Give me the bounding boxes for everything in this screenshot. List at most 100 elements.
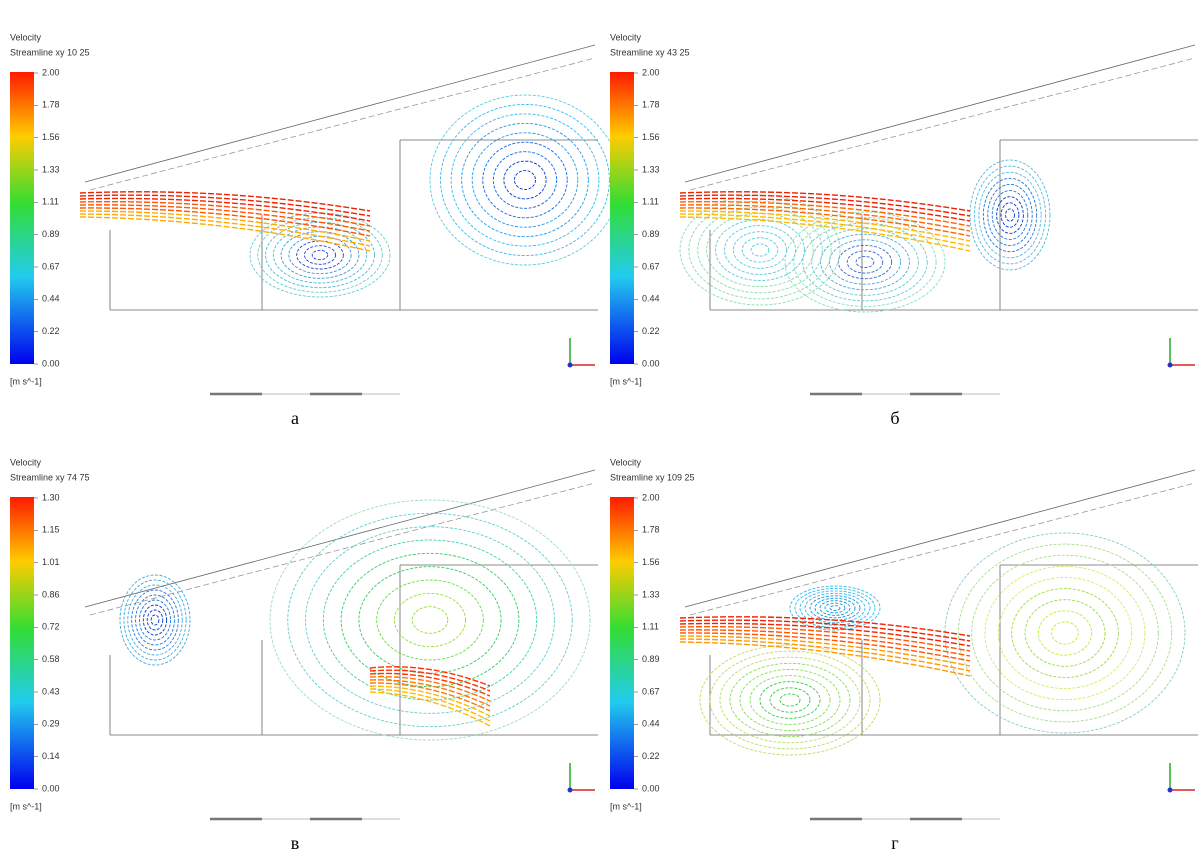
panel-title: Velocity xyxy=(610,457,642,467)
jet-streamline xyxy=(369,672,491,697)
streamline xyxy=(305,526,555,714)
panel-title: Velocity xyxy=(610,32,642,42)
color-bar-label: 1.33 xyxy=(642,589,660,599)
color-bar-label: 0.29 xyxy=(42,719,60,729)
streamline xyxy=(688,200,832,300)
color-bar-label: 0.22 xyxy=(42,326,60,336)
color-bar-label: 0.67 xyxy=(42,261,60,271)
unit-label: [m s^-1] xyxy=(10,376,42,386)
streamline xyxy=(287,512,573,728)
jet-streamline xyxy=(679,616,971,637)
jet-streamline xyxy=(679,641,971,677)
jet-streamline xyxy=(79,201,371,227)
streamline xyxy=(697,206,823,294)
streamline xyxy=(779,693,801,707)
jet-streamline xyxy=(369,666,491,687)
streamline xyxy=(709,650,871,750)
color-bar-label: 0.67 xyxy=(642,686,660,696)
color-bar-label: 2.00 xyxy=(642,67,660,77)
streamline xyxy=(991,190,1029,240)
jet-streamline xyxy=(679,638,971,672)
unit-label: [m s^-1] xyxy=(10,801,42,811)
domain-outline xyxy=(84,44,598,311)
streamline xyxy=(131,589,179,651)
jet-streamline xyxy=(369,685,491,717)
jet-streamline xyxy=(79,207,371,237)
jet-streamline xyxy=(679,207,971,237)
color-bar-label: 1.01 xyxy=(42,557,60,567)
streamline xyxy=(794,587,876,629)
color-bar-label: 1.11 xyxy=(642,622,659,632)
streamline xyxy=(729,662,851,738)
panel-subtitle: Streamline xy 43 25 xyxy=(610,47,690,57)
streamline xyxy=(376,579,484,661)
color-bar-label: 1.33 xyxy=(642,164,660,174)
panel-subtitle: Streamline xy 74 75 xyxy=(10,472,90,482)
streamline xyxy=(997,576,1133,690)
streamline xyxy=(749,675,831,725)
streamline xyxy=(127,584,183,656)
jet-streamline xyxy=(369,679,491,707)
color-bar-label: 0.89 xyxy=(42,229,60,239)
panel-title: Velocity xyxy=(10,457,42,467)
panel: 2.00 1.78 1.56 1.33 1.11 0.89 0.67 0.44 0.22 0.00… xyxy=(610,32,1198,428)
color-bar-label: 1.78 xyxy=(642,525,660,535)
streamline xyxy=(969,159,1051,271)
jet-streamline xyxy=(79,213,371,247)
streamline xyxy=(784,211,946,313)
streamline xyxy=(450,113,600,247)
streamline xyxy=(984,565,1146,701)
color-bar xyxy=(610,72,634,364)
streamline xyxy=(135,594,175,646)
domain-dash xyxy=(689,57,1196,191)
color-bar xyxy=(10,72,34,364)
color-bar-label: 1.78 xyxy=(42,100,60,110)
streamline xyxy=(269,499,591,741)
panel: 2.00 1.78 1.56 1.33 1.11 0.89 0.67 0.44 0.22 0.00… xyxy=(10,32,621,428)
streamline xyxy=(732,231,788,269)
streamline xyxy=(719,656,861,744)
triad-origin xyxy=(567,787,573,793)
color-bar-label: 0.89 xyxy=(642,229,660,239)
unit-label: [m s^-1] xyxy=(610,801,642,811)
color-bar xyxy=(610,497,634,789)
caption: б xyxy=(890,408,899,428)
jet-streamline xyxy=(79,216,371,252)
jet-streamline xyxy=(79,204,371,232)
jet-streamline xyxy=(679,626,971,652)
color-bar-label: 0.86 xyxy=(42,589,60,599)
streamline xyxy=(1011,588,1119,678)
color-bar-label: 0.89 xyxy=(642,654,660,664)
streamline xyxy=(739,668,841,732)
jet-streamline xyxy=(79,197,371,222)
streamline xyxy=(482,141,568,219)
streamline xyxy=(150,614,160,626)
jet-streamline xyxy=(369,682,491,712)
color-bar-label: 0.44 xyxy=(42,294,60,304)
streamline xyxy=(759,681,821,719)
streamline xyxy=(280,231,360,279)
color-bar-label: 0.58 xyxy=(42,654,60,664)
jet-streamline xyxy=(679,619,971,642)
streamline xyxy=(513,170,537,190)
color-bar xyxy=(10,497,34,789)
jet-streamline xyxy=(679,197,971,222)
streamline xyxy=(819,600,851,616)
color-bar-label: 1.56 xyxy=(642,557,660,567)
color-bar-label: 0.14 xyxy=(42,751,60,761)
streamline xyxy=(1000,202,1020,228)
streamline xyxy=(824,602,846,614)
color-bar-label: 1.33 xyxy=(42,164,60,174)
jet-streamline xyxy=(79,210,371,242)
unit-label: [m s^-1] xyxy=(610,376,642,386)
panel-title: Velocity xyxy=(10,32,42,42)
domain-dash xyxy=(89,57,596,191)
streamline xyxy=(340,552,520,688)
color-bar-label: 0.72 xyxy=(42,622,60,632)
streamline xyxy=(846,250,884,274)
streamline xyxy=(982,177,1038,253)
domain-dash xyxy=(89,482,596,616)
color-bar-label: 1.78 xyxy=(642,100,660,110)
streamline xyxy=(440,103,610,257)
